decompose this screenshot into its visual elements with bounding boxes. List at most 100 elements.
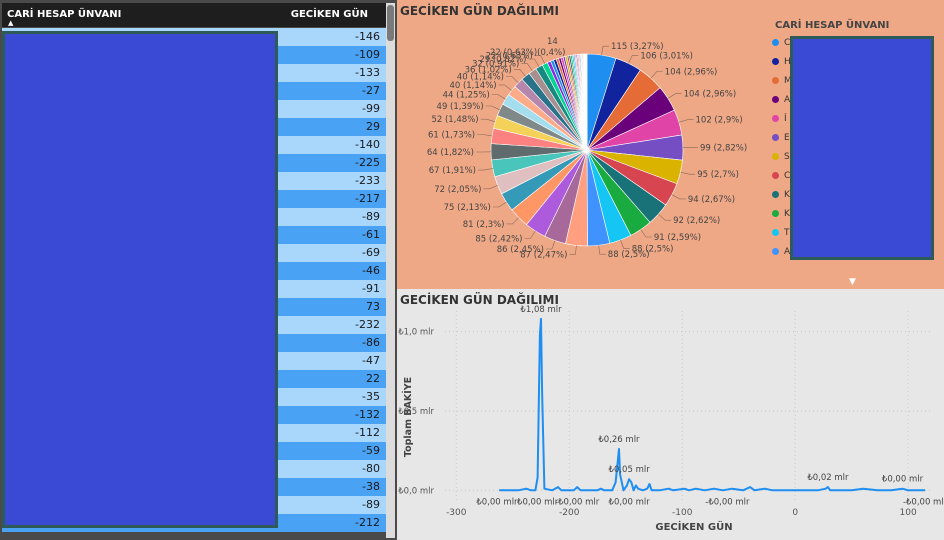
- redacted-account-names: [2, 31, 278, 528]
- pie-leader-line: [506, 217, 520, 225]
- pie-leader-line: [678, 119, 694, 123]
- pie-leader-line: [545, 240, 556, 250]
- pie-slice-label: 29 (0,82%): [479, 55, 526, 65]
- overdue-days-cell: -233: [355, 174, 380, 187]
- pie-leader-line: [477, 134, 493, 137]
- overdue-days-cell: -27: [362, 84, 380, 97]
- legend-label: C: [784, 38, 791, 48]
- pie-leader-line: [485, 105, 500, 111]
- overdue-days-cell: -35: [362, 390, 380, 403]
- legend-label: M: [784, 76, 792, 86]
- overdue-days-cell: -46: [362, 264, 380, 277]
- pie-chart[interactable]: 115 (3,27%)106 (3,01%) 104 (2,96%) 104 (2,…: [397, 0, 944, 289]
- legend-label: A: [784, 95, 791, 105]
- pie-leader-line: [671, 194, 686, 200]
- legend-item[interactable]: K: [772, 209, 790, 219]
- line-data-label: ₺0,26 mlr: [598, 435, 640, 445]
- sort-ascending-icon[interactable]: ▲: [8, 19, 14, 27]
- overdue-days-cell: 22: [366, 372, 380, 385]
- line-chart-panel: -300 -200 -100 0 100 ₺0,0 mlr ₺0,5 mlr ₺1,0 mlr…: [397, 289, 944, 540]
- pie-slice-label: 64 (1,82%): [427, 148, 474, 158]
- legend-color-dot: [772, 191, 779, 198]
- pie-slice-label: 86 (2,45%): [497, 245, 544, 255]
- legend-item[interactable]: E: [772, 133, 790, 143]
- pie-slice-label: 22 (0,63%): [486, 52, 533, 62]
- pie-slice-label: 75 (2,13%): [444, 203, 491, 213]
- line-data-label: ₺0,00 mlr: [517, 497, 559, 507]
- pie-slice-label: 115 (3,27%): [611, 42, 664, 52]
- overdue-days-cell: -61: [362, 228, 380, 241]
- overdue-days-cell: -112: [355, 426, 380, 439]
- legend-label: İ: [784, 114, 787, 124]
- legend-color-dot: [772, 39, 779, 46]
- line-series: [499, 317, 926, 492]
- legend-item[interactable]: K: [772, 190, 790, 200]
- overdue-days-cell: -225: [355, 156, 380, 169]
- x-tick-label: -300: [446, 508, 467, 518]
- legend-item[interactable]: C: [772, 171, 790, 181]
- legend-item[interactable]: H: [772, 57, 791, 67]
- overdue-days-cell: -232: [355, 318, 380, 331]
- legend-label: E: [784, 133, 790, 143]
- pie-slice-label: 104 (2,96%): [665, 68, 718, 78]
- column-header-account-name[interactable]: CARİ HESAP ÜNVANI: [7, 9, 122, 20]
- pie-slice-label: 52 (1,48%): [431, 115, 478, 125]
- table-scrollbar[interactable]: [386, 3, 395, 538]
- legend-color-dot: [772, 248, 779, 255]
- legend-label: K: [784, 209, 790, 219]
- pie-leader-line: [521, 63, 533, 72]
- pie-slice-label: 72 (2,05%): [434, 185, 481, 195]
- line-data-label: -₺0,00 mlr: [705, 497, 750, 507]
- pie-slice-label: 92 (2,62%): [673, 216, 720, 226]
- overdue-days-cell: -212: [355, 516, 380, 529]
- legend-item[interactable]: T: [772, 228, 790, 238]
- pie-leader-line: [680, 171, 696, 175]
- x-tick-label: -200: [559, 508, 580, 518]
- line-data-label: -₺0,00 mlr: [555, 497, 600, 507]
- legend-scroll-down-icon[interactable]: ▼: [849, 277, 856, 287]
- redacted-legend-entries: [790, 36, 934, 260]
- pie-slice-label: 14: [547, 37, 558, 47]
- line-data-label: ₺1,08 mlr: [520, 305, 562, 315]
- pie-leader-line: [491, 94, 506, 100]
- overdue-days-cell: -109: [355, 48, 380, 61]
- y-axis-label: Toplam BAKİYE: [403, 377, 414, 457]
- legend-title: CARİ HESAP ÜNVANI: [775, 20, 890, 31]
- overdue-days-cell: -132: [355, 408, 380, 421]
- pie-slice-label: 40 (1,14%): [449, 81, 496, 91]
- line-data-label: ₺0,00 mlr: [882, 475, 924, 485]
- legend-color-dot: [772, 229, 779, 236]
- legend-color-dot: [772, 153, 779, 160]
- legend-item[interactable]: C: [772, 38, 790, 48]
- legend-label: A: [784, 247, 791, 257]
- pie-leader-line: [628, 54, 639, 64]
- column-header-overdue-days[interactable]: GECİKEN GÜN: [290, 9, 368, 20]
- overdue-days-cell: -89: [362, 210, 380, 223]
- legend-item[interactable]: İ: [772, 114, 787, 124]
- legend-item[interactable]: A: [772, 247, 790, 257]
- pie-leader-line: [569, 245, 577, 255]
- scrollbar-thumb[interactable]: [387, 5, 394, 41]
- pie-slice-label: 88 (2,5%): [632, 244, 674, 254]
- pie-leader-line: [620, 239, 630, 249]
- pie-leader-line: [650, 71, 663, 79]
- legend-item[interactable]: M: [772, 76, 792, 86]
- legend-color-dot: [772, 134, 779, 141]
- pie-leader-line: [534, 55, 546, 64]
- overdue-days-cell: -80: [362, 462, 380, 475]
- pie-leader-line: [480, 118, 496, 123]
- legend-item[interactable]: A: [772, 95, 790, 105]
- pie-slice-label: 95 (2,7%): [697, 170, 739, 180]
- legend-color-dot: [772, 77, 779, 84]
- legend-item[interactable]: S: [772, 152, 790, 162]
- pie-slice-label: 67 (1,91%): [429, 166, 476, 176]
- data-table: CARİ HESAP ÜNVANI ▲ GECİKEN GÜN -146 -109…: [0, 0, 397, 540]
- pie-slice-label: 61 (1,73%): [428, 131, 475, 141]
- pie-leader-line: [492, 201, 507, 208]
- pie-leader-line: [640, 229, 652, 238]
- line-data-label: ₺0,00 mlr: [476, 497, 518, 507]
- overdue-days-cell: -47: [362, 354, 380, 367]
- line-chart[interactable]: -300 -200 -100 0 100 ₺0,0 mlr ₺0,5 mlr ₺1,0 mlr…: [397, 289, 944, 540]
- line-data-label: ₺0,05 mlr: [609, 465, 651, 475]
- line-gridlines: -300 -200 -100 0 100 ₺0,0 mlr ₺0,5 mlr ₺1,0 mlr: [398, 311, 933, 518]
